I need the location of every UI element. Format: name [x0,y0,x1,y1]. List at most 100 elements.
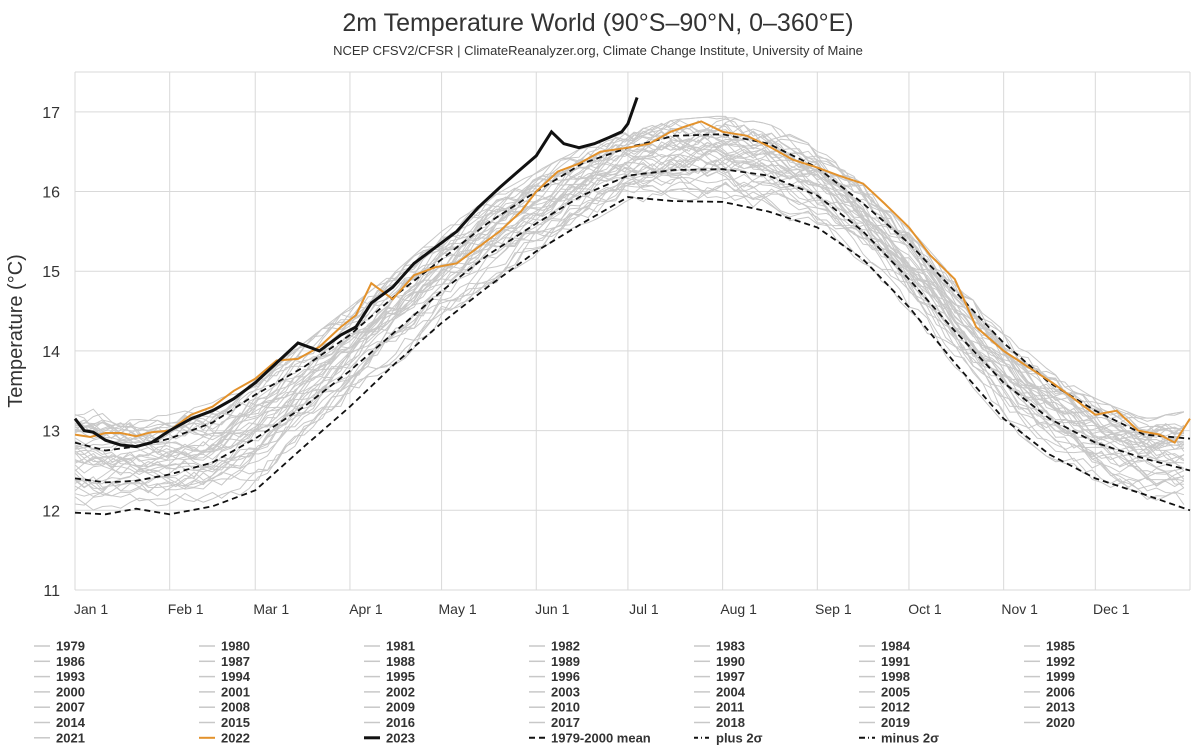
legend-label: 2002 [386,684,415,699]
legend-item[interactable]: 2012 [859,700,910,715]
y-axis-label: Temperature (°C) [5,254,27,408]
legend-item[interactable]: 2010 [529,700,580,715]
legend-item[interactable]: 1997 [694,669,745,684]
legend-item[interactable]: 1995 [364,669,415,684]
legend-item[interactable]: 2021 [34,730,85,745]
legend-label: 2000 [56,684,85,699]
series-2022-line [74,120,1191,444]
legend-item[interactable]: plus 2σ [694,730,763,745]
legend-item[interactable]: 1979-2000 mean [529,730,651,745]
legend-item[interactable]: 1981 [364,639,415,654]
legend-item[interactable]: 1991 [859,654,910,669]
legend-label: 2016 [386,715,415,730]
legend-item[interactable]: 1988 [364,654,415,669]
legend-label: 2004 [716,684,746,699]
x-tick-label: Nov 1 [1001,601,1038,617]
legend-item[interactable]: 2011 [694,700,744,715]
x-tick-label: Oct 1 [908,601,942,617]
grid [74,71,1191,591]
legend-item[interactable]: 2016 [364,715,415,730]
legend-label: 1987 [221,654,250,669]
legend-item[interactable]: 2006 [1024,684,1075,699]
chart-title: 2m Temperature World (90°S–90°N, 0–360°E… [342,9,853,37]
legend-item[interactable]: 2018 [694,715,745,730]
legend-label: 1979-2000 mean [551,730,651,745]
historical-year-line [74,143,1184,469]
y-tick-label: 15 [42,264,60,281]
legend-item[interactable]: 2023 [364,730,415,745]
legend-label: 2021 [56,730,85,745]
legend-label: 2006 [1046,684,1075,699]
legend[interactable]: 1979 1980 1981 1982 1983 1984 1985 1986 1987 1988… [34,639,1075,746]
plot-area [73,97,1191,516]
legend-item[interactable]: 1993 [34,669,85,684]
legend-label: 2022 [221,730,250,745]
legend-label: 2008 [221,700,250,715]
legend-label: 2012 [881,700,910,715]
legend-item[interactable]: 1989 [529,654,580,669]
legend-item[interactable]: 1980 [199,639,250,654]
historical-year-line [74,131,1185,449]
x-tick-label: Jun 1 [535,601,569,617]
legend-label: 1994 [221,669,251,684]
x-tick-label: Aug 1 [720,601,757,617]
legend-item[interactable]: 1996 [529,669,580,684]
legend-item[interactable]: 1984 [859,639,911,654]
legend-label: 2003 [551,684,580,699]
legend-item[interactable]: 2014 [34,715,86,730]
legend-item[interactable]: 1990 [694,654,745,669]
historical-year-line [74,148,1185,468]
legend-label: 1986 [56,654,85,669]
x-tick-label: Feb 1 [168,601,204,617]
historical-year-line [74,183,1185,511]
legend-item[interactable]: 1992 [1024,654,1075,669]
legend-label: 2007 [56,700,85,715]
legend-item[interactable]: 2008 [199,700,250,715]
legend-item[interactable]: 2005 [859,684,910,699]
legend-item[interactable]: 1982 [529,639,580,654]
series-2023-line [73,97,639,449]
legend-item[interactable]: 1999 [1024,669,1075,684]
minus-2sigma-line [74,196,1191,516]
historical-year-line [74,120,1184,448]
legend-label: 2018 [716,715,745,730]
legend-item[interactable]: 1987 [199,654,250,669]
historical-year-line [74,155,1185,488]
legend-item[interactable]: 2009 [364,700,415,715]
legend-label: 1997 [716,669,745,684]
legend-item[interactable]: 1986 [34,654,85,669]
legend-item[interactable]: 2004 [694,684,746,699]
legend-item[interactable]: 1994 [199,669,251,684]
legend-item[interactable]: 2022 [199,730,250,745]
legend-item[interactable]: 2003 [529,684,580,699]
legend-item[interactable]: 1998 [859,669,910,684]
legend-item[interactable]: 1979 [34,639,85,654]
legend-item[interactable]: 2002 [364,684,415,699]
legend-item[interactable]: 1985 [1024,639,1075,654]
legend-item[interactable]: 2019 [859,715,910,730]
historical-year-line [74,139,1185,464]
legend-item[interactable]: 2017 [529,715,580,730]
legend-label: 1980 [221,639,250,654]
legend-label: 1993 [56,669,85,684]
legend-item[interactable]: 2013 [1024,700,1075,715]
legend-label: 2010 [551,700,580,715]
historical-year-line [74,124,1185,432]
legend-item[interactable]: 2000 [34,684,85,699]
legend-item[interactable]: 2020 [1024,715,1075,730]
legend-label: 2001 [221,684,250,699]
legend-label: 1983 [716,639,745,654]
legend-item[interactable]: 1983 [694,639,745,654]
legend-label: 2009 [386,700,415,715]
legend-label: 2019 [881,715,910,730]
legend-label: 2014 [56,715,86,730]
legend-item[interactable]: minus 2σ [859,730,939,745]
legend-label: 1989 [551,654,580,669]
historical-year-line [74,141,1185,455]
legend-item[interactable]: 2007 [34,700,85,715]
legend-item[interactable]: 2015 [199,715,250,730]
legend-item[interactable]: 2001 [199,684,250,699]
historical-year-line [74,156,1184,476]
historical-year-line [74,115,1184,429]
